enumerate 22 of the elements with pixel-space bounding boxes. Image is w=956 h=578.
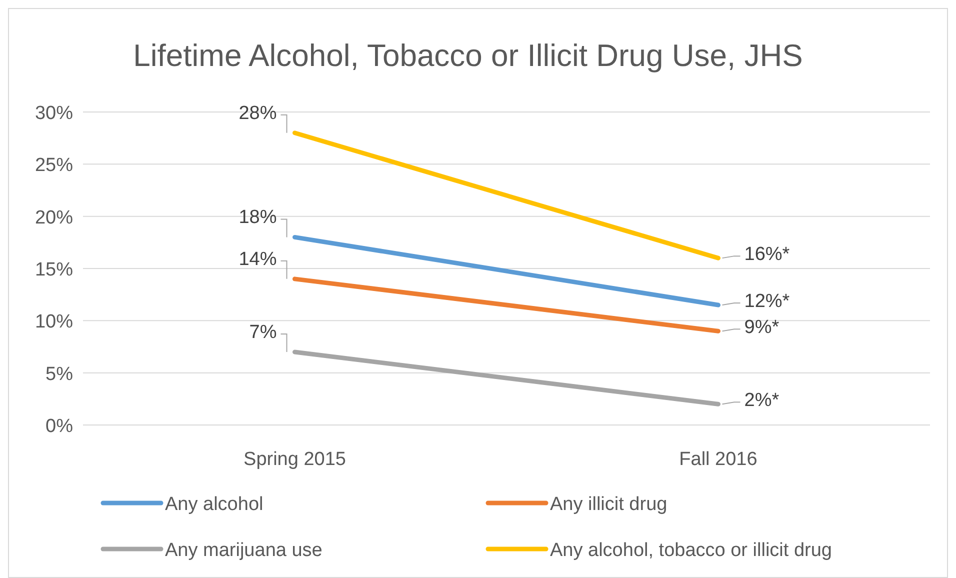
data-label: 12%* — [744, 291, 790, 312]
data-label: 28% — [238, 102, 277, 124]
legend-label: Any alcohol — [165, 494, 264, 515]
data-label: 18% — [238, 207, 277, 228]
data-label: 14% — [238, 248, 277, 270]
y-tick-label: 15% — [34, 260, 74, 280]
legend-label: Any alcohol, tobacco or illicit drug — [550, 540, 832, 561]
y-tick-label: 25% — [34, 155, 74, 176]
y-tick-label: 30% — [34, 103, 74, 124]
x-tick-label: Spring 2015 — [244, 449, 346, 470]
x-tick-label: Fall 2016 — [679, 449, 758, 470]
legend-label: Any marijuana use — [165, 540, 322, 561]
data-label: 16%* — [744, 244, 790, 266]
data-label: 2%* — [744, 390, 780, 412]
y-tick-label: 10% — [34, 312, 74, 333]
legend-label: Any illicit drug — [550, 494, 668, 515]
y-tick-label: 20% — [34, 207, 74, 228]
y-tick-label: 0% — [46, 416, 74, 437]
data-label: 9%* — [744, 317, 780, 338]
data-label: 7% — [249, 322, 277, 343]
y-tick-label: 5% — [46, 364, 74, 385]
chart-title: Lifetime Alcohol, Tobacco or Illicit Drug Use, JHS — [133, 38, 803, 73]
